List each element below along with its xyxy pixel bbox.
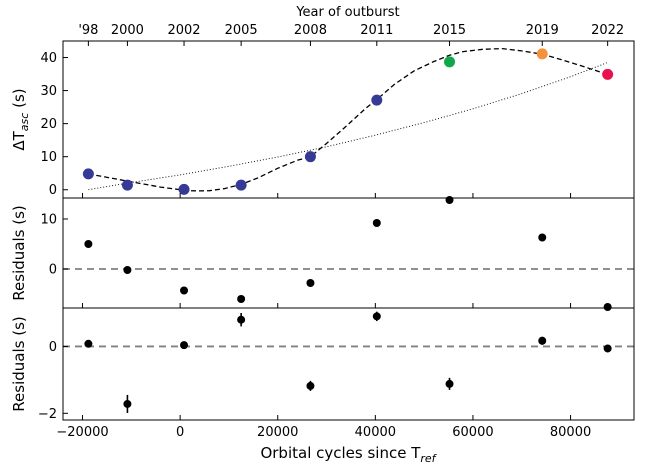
bottom-point-1	[123, 399, 132, 408]
top-tick-label-1: 2000	[111, 23, 144, 38]
middle-point-3	[237, 295, 246, 303]
middle-point-5	[372, 219, 381, 227]
top-tick-label-6: 2015	[433, 23, 466, 38]
bottom-point-6	[445, 379, 454, 388]
top-point-8	[602, 68, 614, 80]
top-tick-label-3: 2005	[225, 23, 258, 38]
x-tick-label-4: 60000	[452, 425, 493, 440]
bottom-point-4	[306, 381, 315, 390]
middle-point-0	[84, 240, 93, 248]
x-tick-label-3: 40000	[355, 425, 396, 440]
x-tick-label-5: 80000	[550, 425, 591, 440]
bottom-y-axis-label: Residuals (s)	[10, 316, 28, 411]
x-tick-label-0: −20000	[56, 425, 108, 440]
top-ytick-label-3: 30	[40, 84, 57, 99]
panel-delta-t: 0 10 20 30 40 ΔTasc (s)	[10, 40, 635, 199]
middle-ytick-label-1: 10	[40, 213, 57, 228]
middle-point-2	[180, 286, 189, 295]
panel-residuals-2: −2 0 −20000 0 20000 40000 60000 80000 Residuals …	[10, 307, 635, 440]
middle-frame	[62, 197, 635, 309]
top-frame	[62, 40, 635, 199]
bottom-point-0	[84, 339, 93, 348]
bottom-frame	[62, 307, 635, 421]
x-axis-label: Orbital cycles since Tref	[260, 444, 437, 464]
middle-point-1	[123, 266, 132, 274]
top-axis-ticks: '98 2000 2002 2005 2008 2011 2015 2019 2022	[78, 23, 624, 46]
middle-ytick-label-0: 0	[49, 263, 57, 278]
top-ytick-label-0: 0	[49, 183, 57, 198]
top-point-3	[235, 179, 247, 191]
middle-y-axis-label: Residuals (s)	[10, 205, 28, 300]
top-curve-dotted	[88, 62, 608, 191]
top-y-axis-label: ΔTasc (s)	[10, 88, 31, 150]
top-point-0	[82, 168, 94, 180]
top-point-7	[536, 48, 548, 60]
top-tick-label-2: 2002	[167, 23, 200, 38]
top-tick-label-7: 2019	[526, 23, 559, 38]
bottom-ytick-label-1: 0	[49, 340, 57, 355]
middle-point-8	[603, 303, 612, 311]
bottom-point-3	[237, 315, 246, 324]
bottom-ytick-label-0: −2	[38, 407, 57, 422]
middle-point-4	[306, 279, 315, 287]
bottom-point-8	[603, 344, 612, 353]
top-tick-label-8: 2022	[591, 23, 624, 38]
bottom-point-2	[180, 341, 189, 350]
x-tick-label-2: 20000	[257, 425, 298, 440]
top-tick-label-4: 2008	[294, 23, 327, 38]
top-point-2	[178, 183, 190, 195]
bottom-point-7	[538, 336, 547, 345]
bottom-point-5	[372, 312, 381, 321]
top-ytick-label-2: 20	[40, 117, 57, 132]
top-point-5	[371, 94, 383, 106]
top-axis-title: Year of outburst	[295, 5, 399, 20]
top-tick-label-5: 2011	[360, 23, 393, 38]
top-ytick-label-4: 40	[40, 51, 57, 66]
middle-point-7	[538, 233, 547, 242]
top-point-4	[304, 151, 316, 163]
panel-residuals-1: 0 10 Residuals (s)	[10, 196, 635, 311]
top-ytick-label-1: 10	[40, 150, 57, 165]
middle-point-6	[445, 196, 454, 204]
top-curve-dashed	[88, 47, 608, 192]
top-point-6	[444, 56, 456, 68]
x-tick-label-1: 0	[176, 425, 184, 440]
top-tick-label-0: '98	[78, 23, 98, 38]
top-point-1	[121, 179, 133, 191]
